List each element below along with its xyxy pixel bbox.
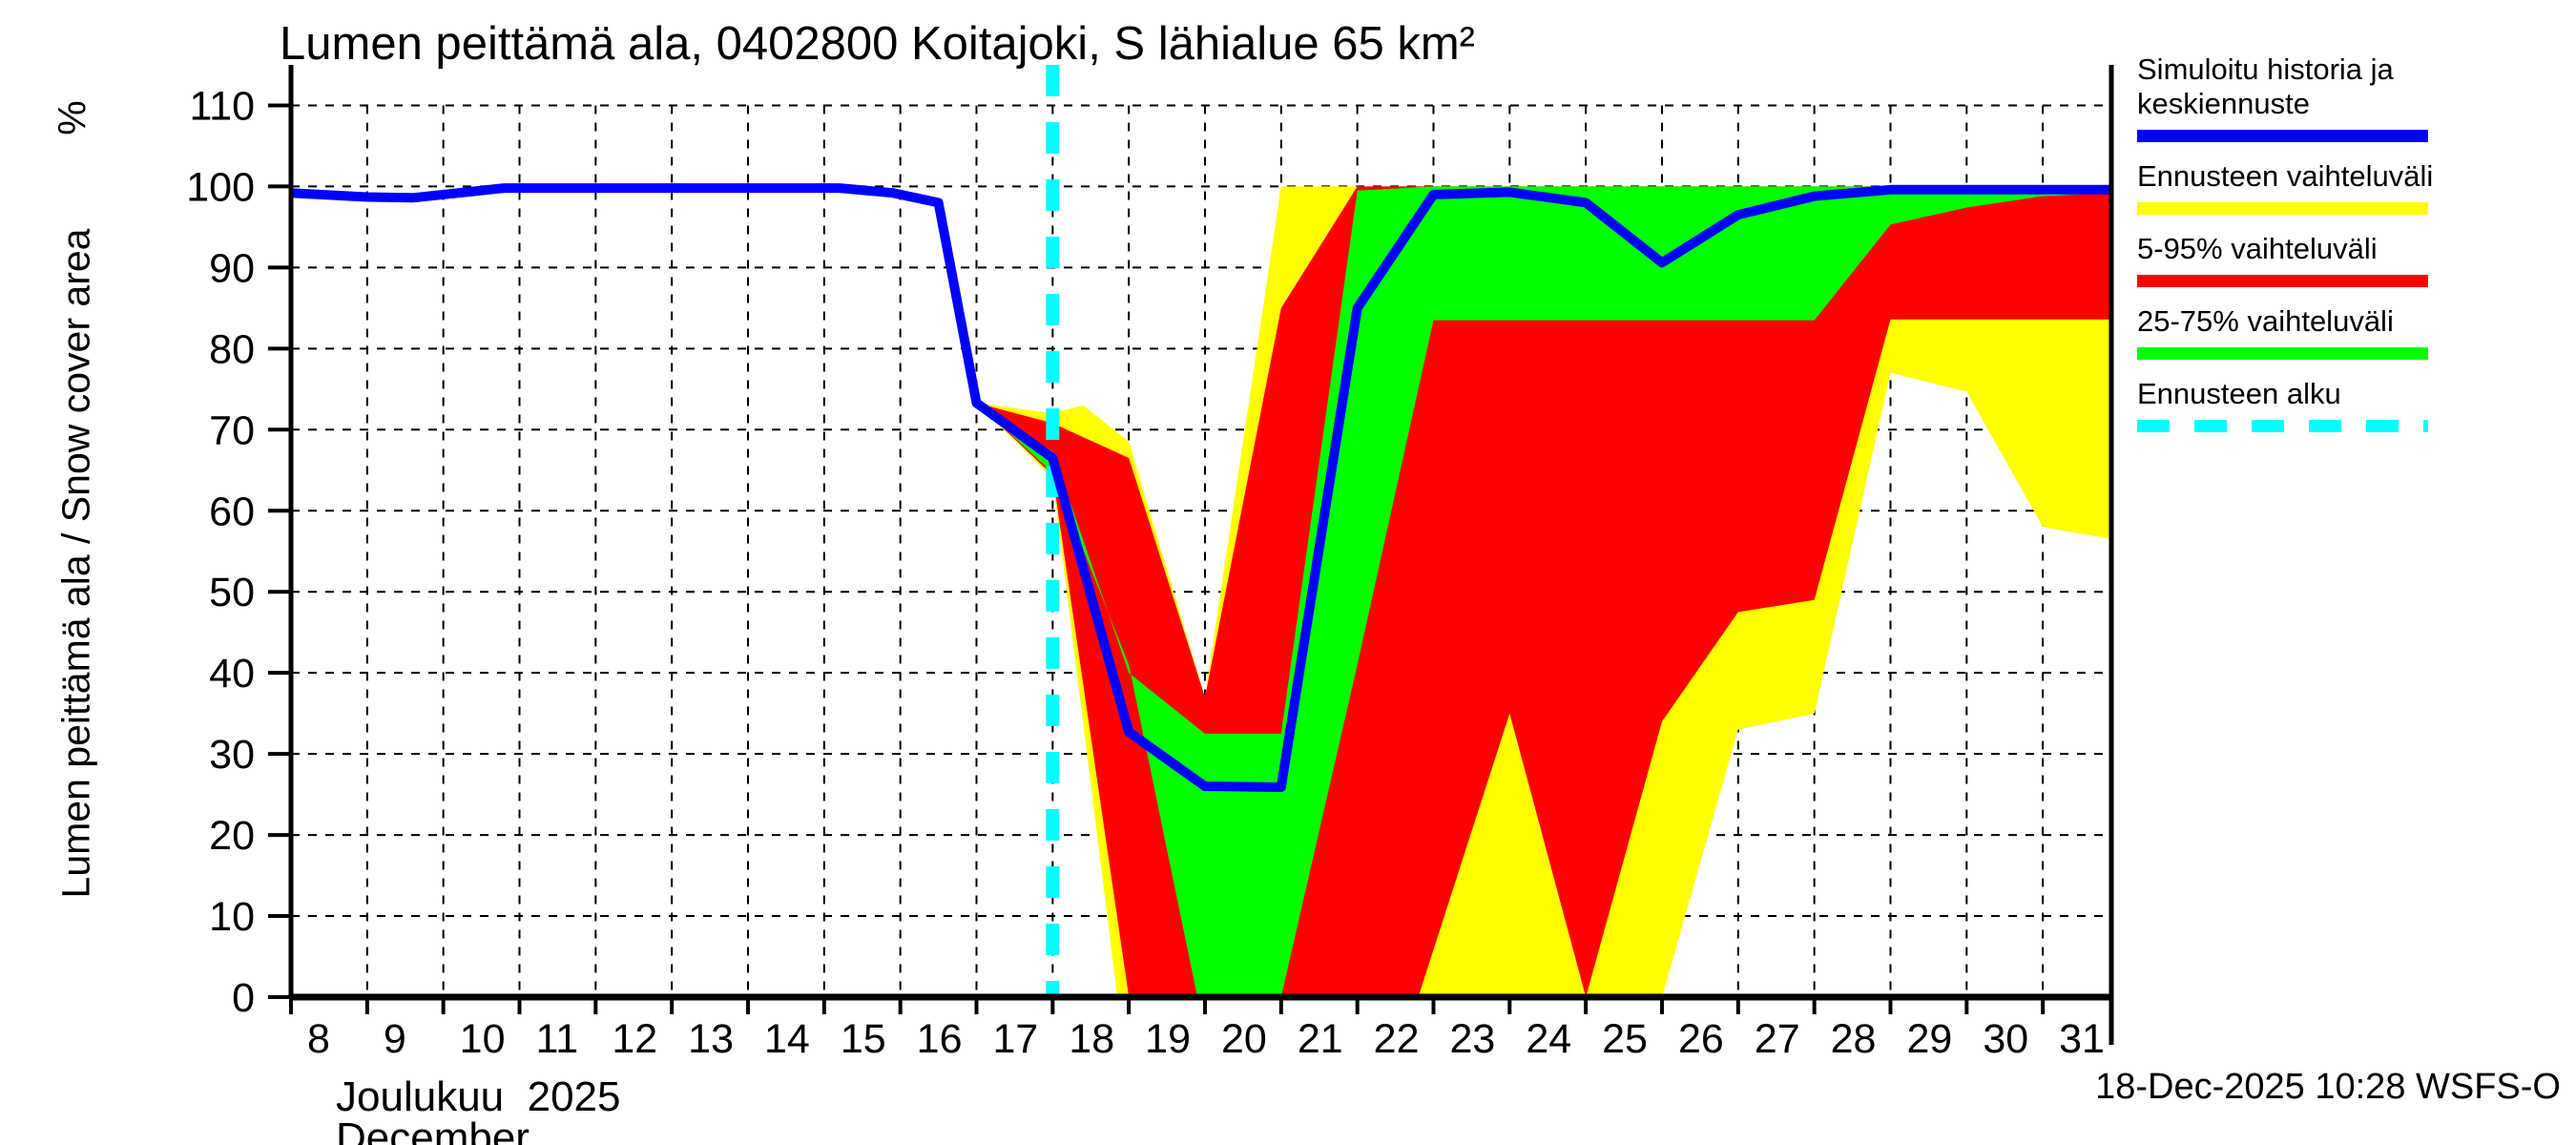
y-tick-label-20: 20 — [209, 813, 255, 859]
y-tick-label-110: 110 — [189, 83, 255, 129]
legend-forecast-range-label: Ennusteen vaihteluväli — [2137, 159, 2434, 193]
y-tick-label-0: 0 — [232, 975, 255, 1021]
x-tick-label-23: 23 — [1449, 1016, 1495, 1062]
x-tick-label-18: 18 — [1069, 1016, 1114, 1062]
y-tick-label-100: 100 — [186, 164, 255, 210]
x-tick-label-28: 28 — [1831, 1016, 1877, 1062]
x-tick-label-9: 9 — [384, 1016, 406, 1062]
x-tick-label-16: 16 — [917, 1016, 963, 1062]
legend-5-95-range-label: 5-95% vaihteluväli — [2137, 232, 2378, 265]
x-axis-label-finnish: Joulukuu 2025 — [336, 1073, 620, 1121]
timestamp-watermark: 18-Dec-2025 10:28 WSFS-O — [2095, 1067, 2561, 1107]
legend-forecast-start-swatch — [2137, 420, 2428, 432]
x-tick-label-15: 15 — [841, 1016, 886, 1062]
legend-simulated-history: Simuloitu historia ja keskiennuste — [2137, 52, 2557, 142]
x-tick-label-27: 27 — [1755, 1016, 1800, 1062]
legend-forecast-range: Ennusteen vaihteluväli — [2137, 159, 2557, 215]
month-name-fi: Joulukuu — [336, 1073, 505, 1120]
x-tick-label-12: 12 — [612, 1016, 657, 1062]
x-tick-label-10: 10 — [460, 1016, 506, 1062]
y-tick-label-70: 70 — [209, 407, 255, 453]
legend-forecast-start-label: Ennusteen alku — [2137, 377, 2341, 410]
x-tick-label-29: 29 — [1906, 1016, 1952, 1062]
legend-25-75-range-swatch — [2137, 347, 2428, 360]
x-tick-label-31: 31 — [2059, 1016, 2105, 1062]
x-tick-label-8: 8 — [307, 1016, 330, 1062]
x-tick-label-17: 17 — [992, 1016, 1038, 1062]
x-axis-label-english: December — [336, 1114, 530, 1145]
chart-title: Lumen peittämä ala, 0402800 Koitajoki, S… — [280, 18, 1475, 70]
x-tick-label-19: 19 — [1145, 1016, 1191, 1062]
y-tick-label-60: 60 — [209, 489, 255, 534]
legend-5-95-range-swatch — [2137, 275, 2428, 287]
simulated-history-median-line — [290, 183, 2111, 792]
legend-simulated-history-swatch — [2137, 130, 2428, 142]
legend-simulated-history-label: Simuloitu historia ja — [2137, 52, 2394, 86]
legend-25-75-range: 25-75% vaihteluväli — [2137, 304, 2557, 360]
x-tick-label-22: 22 — [1374, 1016, 1420, 1062]
x-tick-label-11: 11 — [535, 1016, 578, 1062]
y-tick-label-80: 80 — [209, 326, 255, 372]
x-tick-label-21: 21 — [1298, 1016, 1343, 1062]
y-tick-label-90: 90 — [209, 245, 255, 291]
y-tick-label-40: 40 — [209, 651, 255, 697]
y-tick-label-10: 10 — [209, 894, 255, 940]
x-tick-label-13: 13 — [688, 1016, 734, 1062]
legend-5-95-range: 5-95% vaihteluväli — [2137, 232, 2557, 287]
legend-forecast-range-swatch — [2137, 202, 2428, 215]
y-tick-label-30: 30 — [209, 732, 255, 778]
x-tick-label-25: 25 — [1602, 1016, 1648, 1062]
legend: Simuloitu historia ja keskiennuste Ennuste… — [2137, 52, 2557, 449]
x-tick-label-26: 26 — [1678, 1016, 1724, 1062]
legend-simulated-history-label: keskiennuste — [2137, 87, 2310, 120]
legend-forecast-start: Ennusteen alku — [2137, 377, 2557, 432]
y-tick-label-50: 50 — [209, 570, 255, 615]
x-tick-label-30: 30 — [1983, 1016, 2028, 1062]
x-tick-label-14: 14 — [764, 1016, 810, 1062]
legend-25-75-range-label: 25-75% vaihteluväli — [2137, 304, 2394, 338]
x-tick-label-24: 24 — [1526, 1016, 1571, 1062]
year-label: 2025 — [527, 1073, 621, 1120]
band-25-75-green — [976, 186, 2111, 997]
x-tick-label-20: 20 — [1221, 1016, 1267, 1062]
